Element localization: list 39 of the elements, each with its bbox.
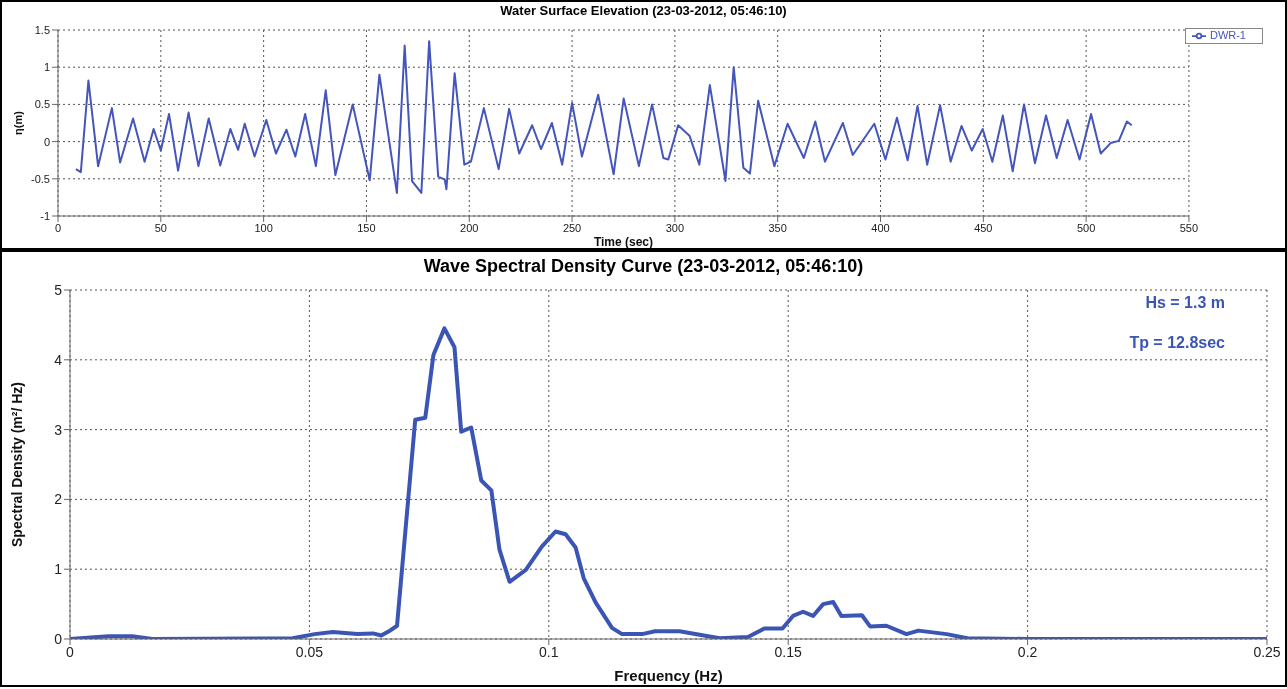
x-tick-label: 50 bbox=[154, 221, 167, 234]
chart-title: Water Surface Elevation (23-03-2012, 05:46:10) bbox=[499, 2, 788, 20]
y-tick-label: 0.5 bbox=[34, 98, 50, 111]
line-series bbox=[74, 40, 1133, 194]
y-tick-label: 1.5 bbox=[34, 23, 50, 36]
y-tick-label: -1 bbox=[40, 209, 50, 222]
y-tick-label: 4 bbox=[54, 351, 63, 368]
x-tick-label: 500 bbox=[1076, 221, 1096, 234]
x-tick-label: 400 bbox=[871, 221, 890, 234]
y-tick-label: 0 bbox=[54, 630, 63, 647]
x-tick-label: 300 bbox=[665, 221, 685, 234]
x-axis-title: Time (sec) bbox=[593, 235, 654, 249]
y-tick-label: 5 bbox=[54, 281, 63, 298]
x-tick-label: 200 bbox=[460, 221, 479, 234]
x-axis-title: Frequency (Hz) bbox=[614, 667, 723, 684]
x-tick-label: 250 bbox=[562, 221, 582, 234]
x-tick-label: 0.15 bbox=[774, 643, 803, 660]
y-tick-label: -0.5 bbox=[31, 172, 50, 185]
y-tick-label: 3 bbox=[54, 421, 63, 438]
x-tick-label: 0 bbox=[66, 643, 75, 660]
y-tick-label: 2 bbox=[54, 491, 63, 508]
x-tick-label: 450 bbox=[974, 221, 993, 234]
y-tick-label: 1 bbox=[43, 61, 50, 74]
x-tick-label: 150 bbox=[357, 221, 376, 234]
x-tick-label: 0.1 bbox=[539, 643, 559, 660]
x-tick-label: 100 bbox=[254, 221, 273, 234]
x-tick-label: 0.25 bbox=[1253, 643, 1281, 660]
legend-label: DWR-1 bbox=[1209, 29, 1246, 41]
y-tick-label: 0 bbox=[43, 135, 50, 148]
x-tick-label: 550 bbox=[1179, 221, 1199, 234]
annotation: Tp = 12.8sec bbox=[1129, 334, 1225, 352]
y-axis-title: Spectral Density (m²/ Hz) bbox=[9, 382, 25, 547]
x-tick-label: 0.05 bbox=[295, 643, 324, 660]
chart-title: Wave Spectral Density Curve (23-03-2012, 05:46:10) bbox=[422, 255, 865, 278]
x-tick-label: 0.2 bbox=[1017, 643, 1038, 660]
annotation: Hs = 1.3 m bbox=[1145, 294, 1225, 312]
x-tick-label: 350 bbox=[768, 221, 787, 234]
y-axis-title: η(m) bbox=[12, 110, 24, 135]
y-tick-label: 1 bbox=[54, 561, 63, 578]
